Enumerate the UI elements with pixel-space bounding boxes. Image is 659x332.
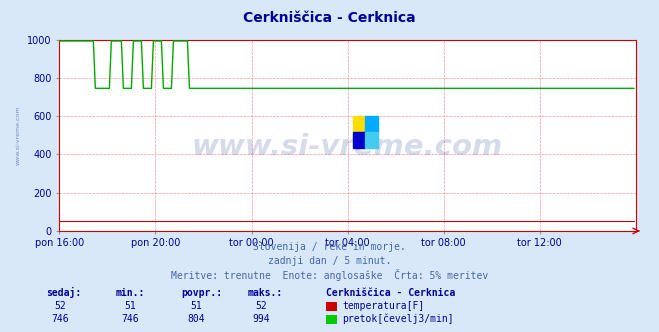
Text: 994: 994: [253, 314, 270, 324]
Bar: [365, 116, 378, 132]
Bar: [365, 132, 378, 148]
Text: 52: 52: [55, 301, 67, 311]
Text: 804: 804: [187, 314, 204, 324]
Text: www.si-vreme.com: www.si-vreme.com: [192, 133, 503, 161]
Text: Cerkniščica - Cerknica: Cerkniščica - Cerknica: [243, 11, 416, 25]
Text: Slovenija / reke in morje.: Slovenija / reke in morje.: [253, 242, 406, 252]
Text: zadnji dan / 5 minut.: zadnji dan / 5 minut.: [268, 256, 391, 266]
Text: 51: 51: [124, 301, 136, 311]
Bar: [353, 116, 365, 132]
Text: 51: 51: [190, 301, 202, 311]
Text: 746: 746: [52, 314, 69, 324]
Text: Meritve: trenutne  Enote: anglosaške  Črta: 5% meritev: Meritve: trenutne Enote: anglosaške Črta…: [171, 269, 488, 281]
Text: www.si-vreme.com: www.si-vreme.com: [15, 106, 20, 165]
Text: povpr.:: povpr.:: [181, 288, 222, 298]
Text: 746: 746: [121, 314, 138, 324]
Bar: [353, 132, 365, 148]
Text: 52: 52: [256, 301, 268, 311]
Text: min.:: min.:: [115, 288, 145, 298]
Text: temperatura[F]: temperatura[F]: [342, 301, 424, 311]
Text: maks.:: maks.:: [247, 288, 282, 298]
Text: Cerkniščica - Cerknica: Cerkniščica - Cerknica: [326, 288, 455, 298]
Text: pretok[čevelj3/min]: pretok[čevelj3/min]: [342, 313, 453, 324]
Text: sedaj:: sedaj:: [46, 287, 81, 298]
